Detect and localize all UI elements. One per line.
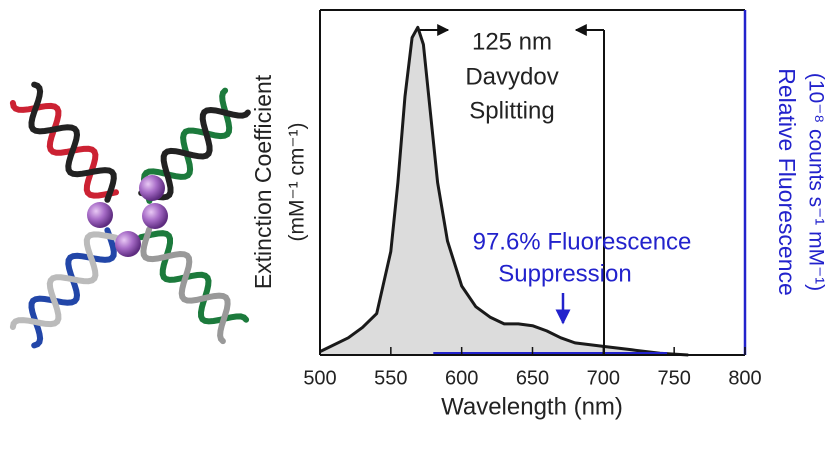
helix-strand xyxy=(9,100,119,199)
helix-strand xyxy=(138,106,251,201)
dna-illustration xyxy=(9,81,251,349)
x-tick-label: 600 xyxy=(445,367,478,389)
annotation: 97.6% Fluorescence xyxy=(473,228,692,255)
annotation: Suppression xyxy=(498,260,631,287)
helix-strand xyxy=(9,231,119,330)
x-tick-label: 700 xyxy=(587,367,620,389)
y2-axis-label: Relative Fluorescence xyxy=(774,68,800,296)
dye-sphere xyxy=(87,202,113,228)
dye-sphere xyxy=(139,175,165,201)
helix-strand xyxy=(140,226,231,345)
line xyxy=(319,25,689,357)
y-axis-label: (mM⁻¹ cm⁻¹) xyxy=(286,123,309,242)
helix-strand xyxy=(28,81,117,203)
x-tick-label: 650 xyxy=(516,367,549,389)
helix-strand xyxy=(140,87,233,204)
x-tick-label: 550 xyxy=(374,367,407,389)
x-axis-label: Wavelength (nm) xyxy=(441,393,623,420)
annotation: Davydov xyxy=(465,63,558,90)
helix-strand xyxy=(28,227,117,349)
area-fill xyxy=(320,27,689,356)
annotation: 125 nm xyxy=(472,28,552,55)
x-tick-label: 800 xyxy=(728,367,761,389)
plot: 500 550 600 650 700 750 800 xyxy=(303,9,762,389)
dye-sphere xyxy=(115,231,141,257)
dye-sphere xyxy=(142,203,168,229)
helix-strand xyxy=(137,230,250,325)
annotation: Splitting xyxy=(469,97,554,124)
x-tick-label: 500 xyxy=(303,367,336,389)
y-axis-label: Extinction Coefficient xyxy=(250,74,276,289)
y2-axis-label: (10⁻⁸ counts s⁻¹ mM⁻¹) xyxy=(804,73,827,291)
x-tick-label: 750 xyxy=(657,367,690,389)
